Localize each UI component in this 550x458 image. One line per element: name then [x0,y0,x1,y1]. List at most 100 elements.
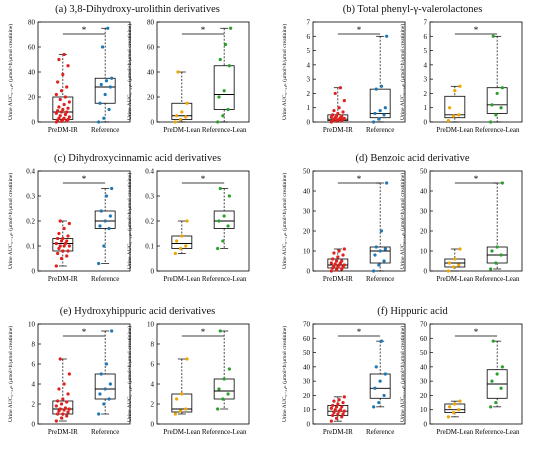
pe-0-reference-point [97,412,101,416]
pd-0-frame [312,170,406,272]
pa-1-ytick-label: 0 [151,119,155,127]
pb-0-ytick-label: 7 [307,19,311,27]
pd-1-predm-lean-point [448,261,452,265]
pd-0-category-label: Reference [366,275,394,283]
pe-1-ytick-label: 8 [151,341,155,349]
pc-0-reference-point [108,214,112,218]
pb-1-predm-lean-point [453,88,457,93]
pe-0-predm-ir-point [63,406,68,410]
pb-0-predm-ir-point [342,98,346,103]
pc-0-reference-point [99,209,103,213]
pc-0-predm-ir-point [54,264,58,268]
pa-1-predm-lean-point [175,114,179,118]
pf-1-predm-lean-point [448,405,452,409]
pe-1-predm-lean-point [185,357,189,361]
pf-0-predm-ir-point [334,405,339,409]
pf-0-ytick-label: 60 [303,335,311,343]
pc-1-reference-lean-point [221,239,225,243]
pf-0-ytick-label: 70 [303,321,311,329]
pc-0-frame [37,170,131,272]
pa-0-reference-point [108,85,112,89]
pb-0-predm-ir-point [336,111,340,116]
pf-0-predm-ir-point [331,413,335,418]
pa-0-significance-star: * [82,25,87,35]
pe-1-reference-lean-point [221,397,225,401]
pd-0-reference-point [377,263,381,267]
pe-1-reference-lean-point [227,367,231,371]
pc-1-predm-lean-point [173,251,177,256]
pb-1-reference-lean-point [494,113,498,117]
pf-1-predm-lean-point [451,410,456,415]
pf-1-reference-lean-point [499,386,503,390]
pf-1-reference-lean-point [495,372,499,376]
pa-0-predm-ir-point [58,114,62,118]
pe-0-reference-box [94,373,116,400]
pe-0-predm-ir-point [54,419,58,423]
pc-1-predm-lean-point [178,246,183,251]
pb-0-ytick-label: 4 [307,61,311,69]
pd-1-category-label: PreDM-Lean [436,275,473,283]
pa-0-predm-ir-point [61,107,65,112]
pe-0-significance-star: * [82,327,87,337]
pd-0-reference-point [374,245,378,249]
pa-0-reference-point [97,120,101,124]
pd-0-predm-ir-point [337,249,341,253]
pe-1-ytick-label: 10 [147,321,155,329]
pa-0-frame [37,21,131,123]
pd-0-predm-ir-point [329,269,333,273]
pa-1-reference-lean-point [217,95,221,99]
pb-1-ytick-label: 5 [424,47,428,55]
pd-0-reference-point [378,249,382,253]
pa-1-reference-lean-point [226,107,230,112]
pd-0-reference-point [372,269,376,273]
pf-1-significance-star: * [474,327,479,337]
pd-0-reference-point [383,247,387,251]
pe-0-predm-ir-point [66,410,70,414]
pb-0-predm-ir-point [341,110,345,114]
pe-0-reference-point [103,387,107,391]
pe-1-reference-lean-point [218,329,222,333]
pd-1-predm-lean-point [457,263,461,267]
pb-0-reference-point [385,34,389,38]
pd-0-ylabel: Urine AUC₀₋₂₄ₕ (μmol×h/μmol creatinine) [281,173,288,269]
pb-0-reference-point [383,106,387,110]
pa-1-ytick-label: 20 [147,94,155,102]
pc-1-ytick-label: 0.4 [145,168,154,176]
pa-1-predm-lean-point [173,120,177,124]
pb-1-ytick-label: 4 [424,61,428,69]
pd-1-frame [429,170,523,272]
pf-0-ytick-label: 20 [303,392,311,400]
pf-0-ytick-label: 30 [303,378,311,386]
pc-0-predm-ir-point [56,236,60,241]
pf-0-predm-ir-point [333,408,337,412]
pe-1-category-label: Reference-Lean [202,428,247,436]
pe-0-reference-point [102,402,106,406]
pd-0-reference-point [385,181,389,185]
pd-0-predm-ir-point [341,253,345,257]
pc-0-reference-point [104,194,109,198]
pf-1-ytick-label: 10 [420,406,428,414]
pf-1-reference-lean-point [500,365,504,369]
pc-0-predm-ir-point [57,246,61,251]
pc-0-predm-ir-point [62,244,66,248]
pb-0-ytick-label: 6 [307,33,311,41]
pd-0-category-label: PreDM-IR [323,275,353,283]
pa-0-predm-ir-point [59,110,64,114]
pa-0-predm-ir-point [57,105,61,109]
pe-0-ytick-label: 8 [32,341,36,349]
pf-0-predm-ir-point [336,402,340,406]
pa-1-predm-lean-point [176,70,180,74]
pe-1-predm-lean-point [184,407,188,411]
pb-0-ytick-label: 1 [307,104,311,112]
pe-0-predm-ir-point [67,372,71,376]
pc-0-reference-point [110,186,114,191]
pd-0-predm-ir-point [331,257,335,261]
pa-1-reference-lean-point [221,114,225,118]
pb-0-reference-point [373,111,377,116]
pc-0-reference-point [103,219,107,223]
pc-1-ylabel: Urine AUC₀₋₂₄ₕ (μmol×h/μmol creatinine) [126,173,133,269]
pf-0-predm-ir-point [336,412,340,416]
pc-1-predm-lean-point [185,219,189,223]
pc-0-significance-star: * [82,174,87,184]
